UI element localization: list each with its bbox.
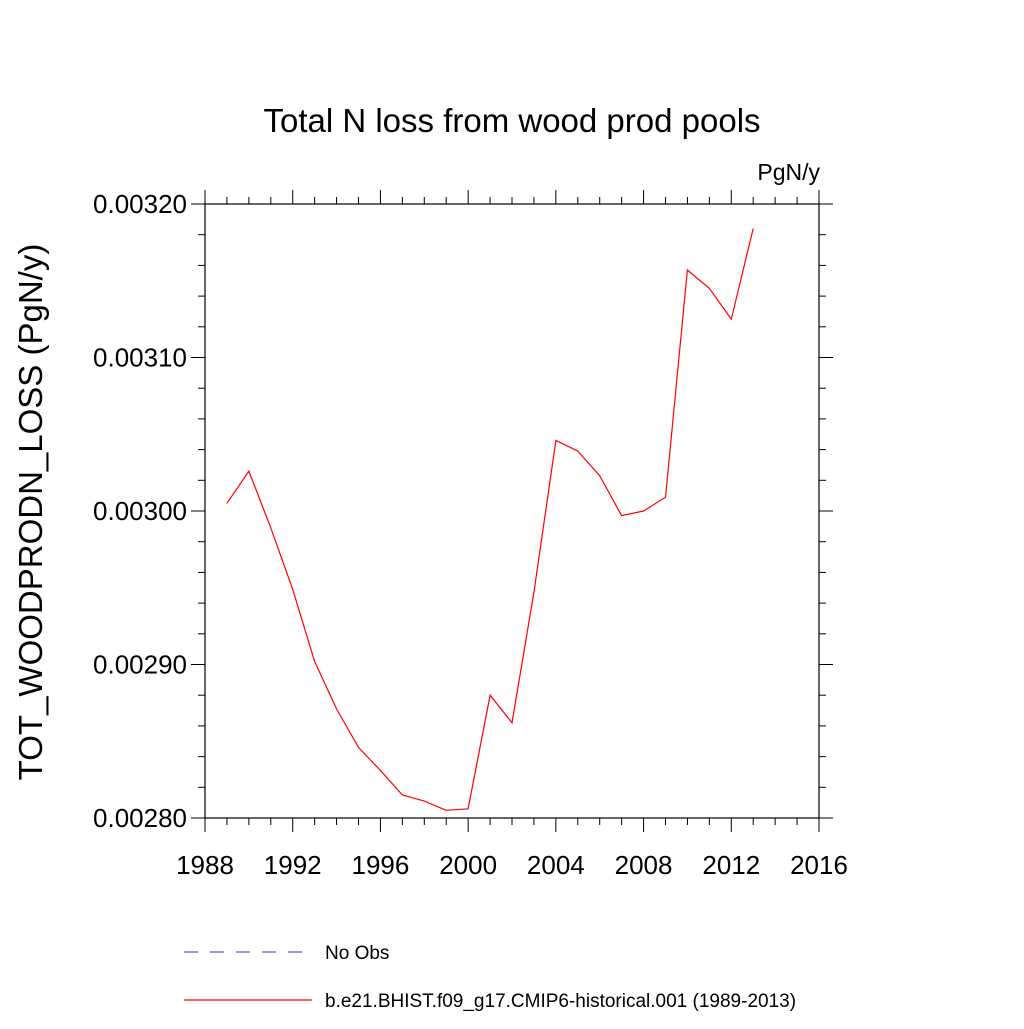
axis-ticks: 1988 1992 1996 2000 2004 2008 2012 2016 0.00280 0… bbox=[93, 189, 848, 880]
x-tick-label: 2012 bbox=[702, 850, 760, 880]
x-tick-label: 2004 bbox=[527, 850, 585, 880]
x-tick-label: 2000 bbox=[439, 850, 497, 880]
legend-label-0: No Obs bbox=[325, 943, 389, 964]
units-label: PgN/y bbox=[757, 159, 820, 185]
series-layer bbox=[227, 229, 753, 811]
y-axis-label: TOT_WOODPRODN_LOSS (PgN/y) bbox=[12, 244, 49, 781]
x-tick-label: 2008 bbox=[615, 850, 673, 880]
plot-frame bbox=[205, 204, 819, 818]
series-line-1 bbox=[227, 229, 753, 811]
y-tick-label: 0.00320 bbox=[93, 189, 187, 219]
y-tick-label: 0.00280 bbox=[93, 803, 187, 833]
x-tick-label: 1992 bbox=[264, 850, 322, 880]
y-tick-label: 0.00310 bbox=[93, 343, 187, 373]
chart-title: Total N loss from wood prod pools bbox=[263, 102, 760, 139]
x-tick-label: 1988 bbox=[176, 850, 234, 880]
legend: No Obs b.e21.BHIST.f09_g17.CMIP6-historic… bbox=[184, 943, 796, 1012]
y-tick-label: 0.00290 bbox=[93, 650, 187, 680]
legend-label-1: b.e21.BHIST.f09_g17.CMIP6-historical.001… bbox=[325, 991, 796, 1012]
y-tick-label: 0.00300 bbox=[93, 496, 187, 526]
x-tick-label: 1996 bbox=[352, 850, 410, 880]
x-tick-label: 2016 bbox=[790, 850, 848, 880]
